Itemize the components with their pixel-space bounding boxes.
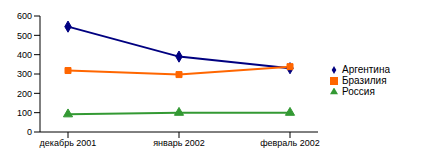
svg-text:февраль 2002: февраль 2002 [260,138,320,148]
svg-text:200: 200 [17,89,32,99]
svg-text:январь 2002: январь 2002 [153,138,205,148]
svg-text:0: 0 [27,127,32,137]
svg-text:100: 100 [17,108,32,118]
svg-text:300: 300 [17,69,32,79]
html-text:Аргентина: Аргентина [342,63,390,75]
html-text:Россия: Россия [342,85,375,97]
svg-text:500: 500 [17,31,32,41]
svg-text:декабрь 2001: декабрь 2001 [40,138,97,148]
html-text:Бразилия: Бразилия [342,74,387,86]
svg-text:400: 400 [17,50,32,60]
svg-text:600: 600 [17,11,32,21]
